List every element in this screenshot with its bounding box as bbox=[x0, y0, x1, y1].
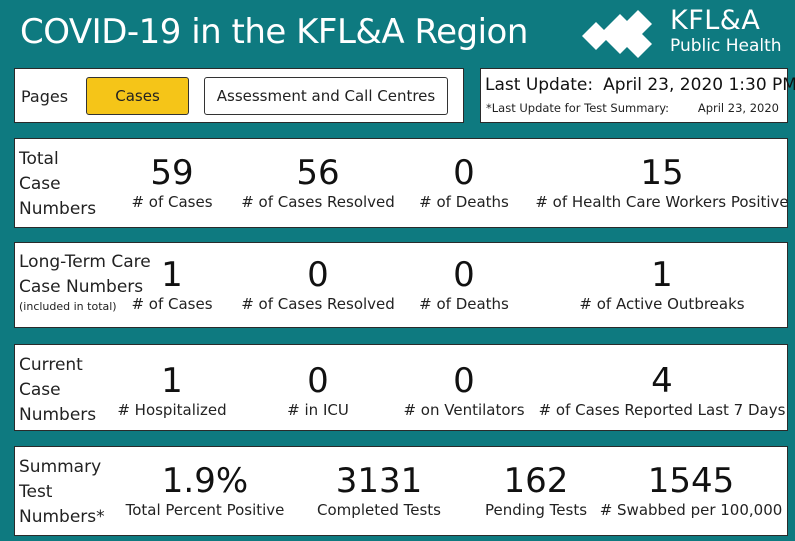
logo-text: KFL&A Public Health bbox=[670, 5, 782, 57]
stat-label: # of Cases Resolved bbox=[241, 193, 395, 211]
stat-value: 162 bbox=[503, 461, 569, 501]
test-update-date: April 23, 2020 bbox=[697, 101, 779, 115]
stat-health-care-workers: 15 # of Health Care Workers Positive bbox=[535, 153, 788, 211]
stat-cases: 59 # of Cases bbox=[131, 153, 212, 211]
stat-label: # of Health Care Workers Positive bbox=[535, 193, 789, 211]
stat-completed-tests: 3131 Completed Tests bbox=[317, 461, 441, 519]
section-label: Total Case Numbers bbox=[19, 149, 97, 219]
section-label: Long-Term Care Case Numbers (included in… bbox=[19, 252, 151, 313]
stat-label: # Hospitalized bbox=[117, 401, 227, 419]
pages-panel: Pages Cases Assessment and Call Centres bbox=[14, 68, 464, 123]
stat-label: # of Deaths bbox=[419, 295, 509, 313]
summary-test-numbers-panel: Summary Test Numbers* 1.9% Total Percent… bbox=[14, 446, 788, 536]
tab-cases[interactable]: Cases bbox=[86, 77, 189, 115]
stat-percent-positive: 1.9% Total Percent Positive bbox=[126, 461, 285, 519]
stat-label: # of Cases bbox=[131, 193, 213, 211]
stat-label: # of Active Outbreaks bbox=[579, 295, 745, 313]
test-update-label: *Last Update for Test Summary: bbox=[486, 101, 670, 115]
stat-pending-tests: 162 Pending Tests bbox=[485, 461, 587, 519]
stat-ventilators: 0 # on Ventilators bbox=[403, 361, 524, 419]
stat-swabbed-per-100k: 1545 # Swabbed per 100,000 bbox=[600, 461, 783, 519]
stat-value: 59 bbox=[150, 153, 194, 193]
last-update-label: Last Update: bbox=[485, 75, 594, 95]
stat-value: 0 bbox=[307, 255, 329, 295]
logo-line2: Public Health bbox=[670, 36, 782, 56]
stat-value: 1545 bbox=[647, 461, 735, 501]
stat-ltc-deaths: 0 # of Deaths bbox=[419, 255, 509, 313]
stat-label: # in ICU bbox=[287, 401, 349, 419]
current-case-numbers-panel: Current Case Numbers 1 # Hospitalized 0 … bbox=[14, 344, 788, 431]
pages-label: Pages bbox=[21, 87, 69, 106]
stat-value: 4 bbox=[651, 361, 673, 401]
page-title: COVID-19 in the KFL&A Region bbox=[20, 12, 528, 52]
kfla-logo-icon bbox=[582, 10, 652, 58]
stat-label: # of Cases bbox=[131, 295, 213, 313]
stat-value: 1 bbox=[651, 255, 673, 295]
stat-ltc-cases: 1 # of Cases bbox=[131, 255, 212, 313]
last-update-line: Last Update: April 23, 2020 1:30 PM bbox=[485, 75, 795, 95]
stat-label: Pending Tests bbox=[484, 501, 588, 519]
stat-value: 0 bbox=[307, 361, 329, 401]
stat-value: 1 bbox=[161, 255, 183, 295]
tab-assessment-call-centres[interactable]: Assessment and Call Centres bbox=[204, 77, 448, 115]
last-update-panel: Last Update: April 23, 2020 1:30 PM *Last… bbox=[480, 68, 795, 123]
stat-value: 0 bbox=[453, 361, 475, 401]
stat-hospitalized: 1 # Hospitalized bbox=[117, 361, 226, 419]
stat-deaths: 0 # of Deaths bbox=[419, 153, 509, 211]
stat-value: 1.9% bbox=[161, 461, 249, 501]
logo-line1: KFL&A bbox=[670, 5, 761, 36]
long-term-care-panel: Long-Term Care Case Numbers (included in… bbox=[14, 242, 788, 328]
stat-value: 3131 bbox=[335, 461, 423, 501]
stat-icu: 0 # in ICU bbox=[287, 361, 349, 419]
stat-value: 15 bbox=[640, 153, 684, 193]
stat-label: # of Cases Resolved bbox=[241, 295, 395, 313]
stat-cases-resolved: 56 # of Cases Resolved bbox=[241, 153, 395, 211]
stat-value: 0 bbox=[453, 153, 475, 193]
last-update-datetime: April 23, 2020 1:30 PM bbox=[603, 75, 795, 95]
stat-value: 56 bbox=[296, 153, 340, 193]
stat-label: # of Deaths bbox=[419, 193, 509, 211]
stat-value: 0 bbox=[453, 255, 475, 295]
section-label: Summary Test Numbers* bbox=[19, 457, 105, 527]
stat-active-outbreaks: 1 # of Active Outbreaks bbox=[579, 255, 744, 313]
stat-value: 1 bbox=[161, 361, 183, 401]
stat-label: # Swabbed per 100,000 bbox=[599, 501, 783, 519]
total-case-numbers-panel: Total Case Numbers 59 # of Cases 56 # of… bbox=[14, 138, 789, 228]
stat-ltc-cases-resolved: 0 # of Cases Resolved bbox=[241, 255, 395, 313]
section-label: Current Case Numbers bbox=[19, 355, 97, 425]
stat-label: # on Ventilators bbox=[403, 401, 525, 419]
stat-label: Total Percent Positive bbox=[125, 501, 285, 519]
stat-label: # of Cases Reported Last 7 Days bbox=[538, 401, 786, 419]
section-note: (included in total) bbox=[19, 300, 117, 313]
stat-label: Completed Tests bbox=[317, 501, 441, 519]
stat-last-7-days: 4 # of Cases Reported Last 7 Days bbox=[539, 361, 786, 419]
